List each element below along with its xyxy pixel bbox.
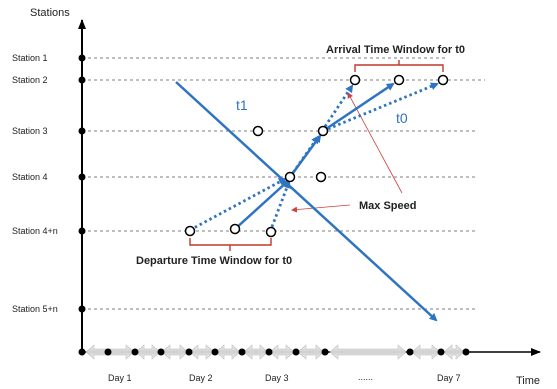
t0-solid-seg-1 <box>234 179 290 230</box>
t0-dotted-seg-4 <box>320 84 354 132</box>
station-label-5n: Station 5+n <box>12 304 58 314</box>
event-circle <box>315 171 327 183</box>
day-arrow-6 <box>243 344 269 360</box>
station-dot-4n <box>78 227 86 235</box>
day-label-7: Day 7 <box>437 373 461 383</box>
station-dot-4 <box>78 173 86 181</box>
day-dots <box>78 348 470 356</box>
station-label-4: Station 4 <box>12 172 48 182</box>
event-circle <box>437 74 449 86</box>
day-arrow-7 <box>269 344 295 360</box>
day-dot <box>238 348 246 356</box>
train-t0-dotted-paths <box>189 82 439 233</box>
y-axis-title: Stations <box>30 7 70 19</box>
day-dot <box>211 348 219 356</box>
day-arrow-9 <box>329 344 407 360</box>
x-axis-title: Time <box>516 375 540 387</box>
day-dot <box>437 348 445 356</box>
station-label-2: Station 2 <box>12 75 48 85</box>
day-label-3: Day 3 <box>265 373 289 383</box>
event-circle <box>349 74 361 86</box>
day-arrow-2 <box>135 344 161 360</box>
event-circle <box>229 223 241 235</box>
day-arrow-3 <box>161 344 189 360</box>
departure-window-bracket <box>189 238 272 251</box>
day-dot <box>321 348 329 356</box>
day-dot <box>406 348 414 356</box>
day-dot <box>104 348 112 356</box>
arrival-window-bracket <box>354 60 444 72</box>
day-dot <box>78 348 86 356</box>
event-circle <box>252 125 264 137</box>
day-dot <box>185 348 193 356</box>
day-label-2: Day 2 <box>189 373 213 383</box>
event-circles <box>184 74 449 238</box>
train-t0-label: t0 <box>396 110 408 126</box>
station-label-3: Station 3 <box>12 126 48 136</box>
station-label-1: Station 1 <box>12 53 48 63</box>
station-labels: Station 1 Station 2 Station 3 Station 4 … <box>12 53 58 314</box>
day-arrow-8 <box>297 344 325 360</box>
t0-dotted-seg-5 <box>322 82 439 133</box>
train-t1-label: t1 <box>236 97 248 113</box>
day-arrow-5 <box>215 344 241 360</box>
t0-solid-seg-3 <box>322 82 395 133</box>
train-t1-line <box>175 81 438 322</box>
arrival-window-label: Arrival Time Window for t0 <box>326 44 465 56</box>
station-dot-1 <box>78 54 86 62</box>
station-dots <box>78 54 86 313</box>
t0-dotted-seg-1 <box>189 177 287 232</box>
departure-window-label: Departure Time Window for t0 <box>136 255 292 267</box>
day-dot <box>131 348 139 356</box>
event-circle <box>265 226 277 238</box>
event-circle <box>393 74 405 86</box>
day-arrow-4 <box>189 344 215 360</box>
day-labels: Day 1 Day 2 Day 3 ...... Day 7 <box>108 372 461 383</box>
day-dot <box>265 348 273 356</box>
t0-dotted-seg-3 <box>288 135 320 178</box>
max-speed-pointer-lower <box>291 204 351 213</box>
day-label-ellipsis: ...... <box>358 372 373 382</box>
station-dot-2 <box>78 76 86 84</box>
day-dot <box>292 348 300 356</box>
day-label-1: Day 1 <box>108 373 132 383</box>
station-dot-3 <box>78 127 86 135</box>
day-dot <box>157 348 165 356</box>
t0-dotted-seg-2 <box>268 180 291 233</box>
day-dot <box>462 348 470 356</box>
event-circle <box>184 225 196 237</box>
day-arrow-10 <box>411 344 441 360</box>
event-circle <box>317 125 329 137</box>
station-dot-5n <box>78 305 86 313</box>
station-label-4n: Station 4+n <box>12 226 58 236</box>
event-circle <box>284 171 296 183</box>
max-speed-label: Max Speed <box>359 200 416 212</box>
day-arrow-11 <box>443 344 465 360</box>
station-grid-lines <box>82 57 485 310</box>
